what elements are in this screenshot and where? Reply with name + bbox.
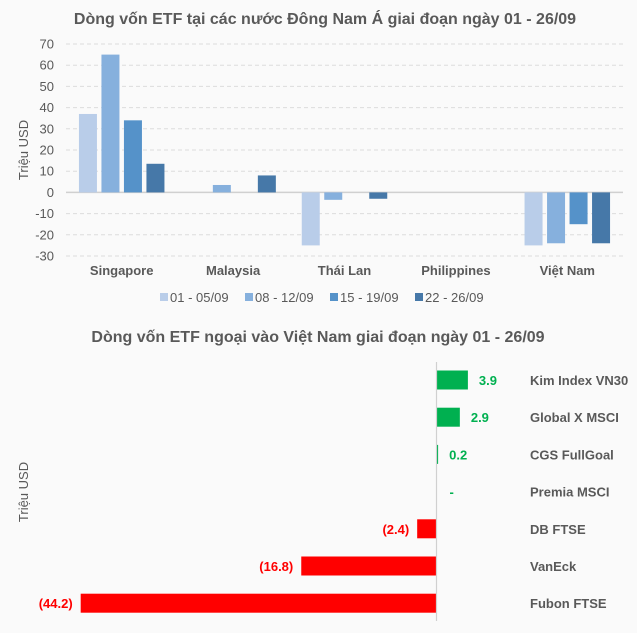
legend-label: 08 - 12/09 xyxy=(255,290,314,305)
legend-swatch xyxy=(415,293,423,301)
bar xyxy=(524,192,543,246)
bar xyxy=(436,370,468,390)
bar xyxy=(436,444,439,464)
category-label: Malaysia xyxy=(206,263,261,278)
chart2-bars xyxy=(80,370,468,613)
data-label: 2.9 xyxy=(471,410,489,425)
category-label: CGS FullGoal xyxy=(530,447,614,462)
data-label: - xyxy=(450,485,454,500)
category-label: VanEck xyxy=(530,559,577,574)
legend-label: 15 - 19/09 xyxy=(340,290,399,305)
y-tick-label: 50 xyxy=(40,79,54,94)
legend-swatch xyxy=(160,293,168,301)
y-tick-label: 0 xyxy=(47,185,54,200)
chart2-data-labels: 3.9 2.9 0.2 - (2.4) (16.8) (44.2) xyxy=(39,373,497,611)
bar xyxy=(80,593,437,613)
category-label: Premia MSCI xyxy=(530,485,609,500)
y-tick-label: 10 xyxy=(40,164,54,179)
chart1-title: Dòng vốn ETF tại các nước Đông Nam Á gia… xyxy=(74,9,576,28)
legend-swatch xyxy=(245,293,253,301)
etf-sea-chart: Dòng vốn ETF tại các nước Đông Nam Á gia… xyxy=(16,9,623,305)
bar xyxy=(123,120,142,193)
category-label: Global X MSCI xyxy=(530,410,619,425)
bar xyxy=(547,192,566,244)
legend-label: 22 - 26/09 xyxy=(425,290,484,305)
bar xyxy=(417,519,437,539)
chart1-category-labels: Singapore Malaysia Thái Lan Philippines Việt… xyxy=(90,263,595,278)
bar xyxy=(324,192,343,200)
bar xyxy=(436,407,460,427)
y-tick-label: 40 xyxy=(40,100,54,115)
bar xyxy=(101,54,120,193)
y-tick-label: 30 xyxy=(40,121,54,136)
y-tick-label: -10 xyxy=(35,206,54,221)
etf-vietnam-chart: Dòng vốn ETF ngoại vào Việt Nam giai đoạ… xyxy=(16,329,628,621)
chart1-bars xyxy=(78,54,611,246)
legend-label: 01 - 05/09 xyxy=(170,290,229,305)
chart1-y-axis-title: Triệu USD xyxy=(16,120,31,180)
chart2-title: Dòng vốn ETF ngoại vào Việt Nam giai đoạ… xyxy=(91,329,544,346)
bar xyxy=(569,192,588,225)
data-label: 0.2 xyxy=(449,447,467,462)
bar xyxy=(592,192,611,244)
data-label: (44.2) xyxy=(39,596,73,611)
data-label: (16.8) xyxy=(259,559,293,574)
bar xyxy=(257,175,276,193)
y-tick-label: -30 xyxy=(35,249,54,264)
chart2-category-labels: Kim Index VN30 Global X MSCI CGS FullGoal P… xyxy=(530,373,628,611)
chart1-y-ticks: 70 60 50 40 30 20 10 0 -10 -20 -30 xyxy=(35,37,54,264)
bar xyxy=(146,163,165,193)
data-label: (2.4) xyxy=(382,522,409,537)
data-label: 3.9 xyxy=(479,373,497,388)
chart2-y-axis-title: Triệu USD xyxy=(16,462,31,522)
y-tick-label: 60 xyxy=(40,58,54,73)
chart1-legend: 01 - 05/09 08 - 12/09 15 - 19/09 22 - 26/09 xyxy=(160,290,484,305)
category-label: DB FTSE xyxy=(530,522,586,537)
category-label: Philippines xyxy=(421,263,490,278)
category-label: Fubon FTSE xyxy=(530,596,607,611)
category-label: Việt Nam xyxy=(540,263,595,278)
category-label: Kim Index VN30 xyxy=(530,373,628,388)
bar xyxy=(301,556,437,576)
y-tick-label: 70 xyxy=(40,37,54,52)
bar xyxy=(212,184,231,193)
category-label: Thái Lan xyxy=(318,263,372,278)
legend-swatch xyxy=(330,293,338,301)
bar xyxy=(301,192,320,246)
y-tick-label: -20 xyxy=(35,227,54,242)
y-tick-label: 20 xyxy=(40,143,54,158)
bar xyxy=(369,192,388,199)
bar xyxy=(78,113,97,193)
category-label: Singapore xyxy=(90,263,154,278)
